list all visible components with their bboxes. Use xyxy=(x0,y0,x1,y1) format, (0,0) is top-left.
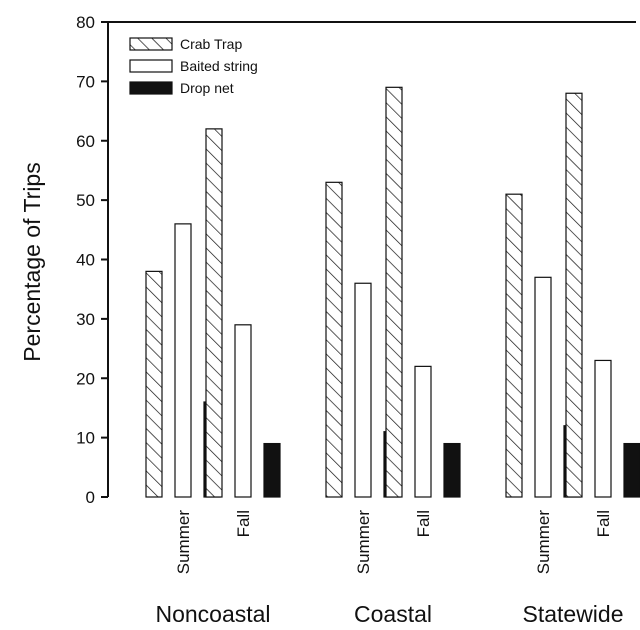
bar-drop-net xyxy=(263,442,281,498)
y-tick-label: 40 xyxy=(76,251,95,270)
x-tick-label-season: Summer xyxy=(354,510,373,575)
legend-swatch-crab-trap xyxy=(129,37,173,51)
y-tick-label: 50 xyxy=(76,191,95,210)
x-tick-label-season: Fall xyxy=(414,510,433,537)
y-tick-label: 30 xyxy=(76,310,95,329)
y-axis-label: Percentage of Trips xyxy=(19,162,45,361)
bar-crab-trap xyxy=(205,128,223,498)
bar-baited-string xyxy=(534,276,552,498)
bar-baited-string xyxy=(354,282,372,498)
x-group-label: Statewide xyxy=(522,601,623,627)
bar-crab-trap xyxy=(565,92,583,498)
x-tick-label-season: Fall xyxy=(594,510,613,537)
legend-label-baited-string: Baited string xyxy=(180,58,258,74)
x-tick-label-season: Fall xyxy=(234,510,253,537)
bar-baited-string xyxy=(234,324,252,498)
x-group-label: Noncoastal xyxy=(155,601,270,627)
bar-crab-trap xyxy=(325,181,343,498)
x-tick-label-season: Summer xyxy=(174,510,193,575)
legend-swatch-baited-string xyxy=(129,59,173,73)
plot-area: 0 10 20 30 40 50 60 70 80 Summer Fall Noncoastal Sum… xyxy=(76,13,640,627)
bar-drop-net xyxy=(443,442,461,498)
bar-crab-trap xyxy=(145,270,163,498)
legend: Crab Trap Baited string Drop net xyxy=(129,36,258,96)
y-tick-label: 60 xyxy=(76,132,95,151)
x-tick-label-season: Summer xyxy=(534,510,553,575)
y-tick-label: 20 xyxy=(76,369,95,388)
bar-crab-trap xyxy=(385,86,403,498)
bar-baited-string xyxy=(414,365,432,498)
y-tick-label: 80 xyxy=(76,13,95,32)
legend-swatch-drop-net xyxy=(129,81,173,95)
legend-label-drop-net: Drop net xyxy=(180,80,234,96)
bar-drop-net xyxy=(623,442,640,498)
bar-baited-string xyxy=(174,223,192,498)
bar-baited-string xyxy=(594,359,612,498)
y-tick-label: 0 xyxy=(86,488,95,507)
bar-crab-trap xyxy=(505,193,523,498)
y-tick-label: 10 xyxy=(76,429,95,448)
legend-label-crab-trap: Crab Trap xyxy=(180,36,242,52)
y-tick-label: 70 xyxy=(76,72,95,91)
x-group-label: Coastal xyxy=(354,601,432,627)
